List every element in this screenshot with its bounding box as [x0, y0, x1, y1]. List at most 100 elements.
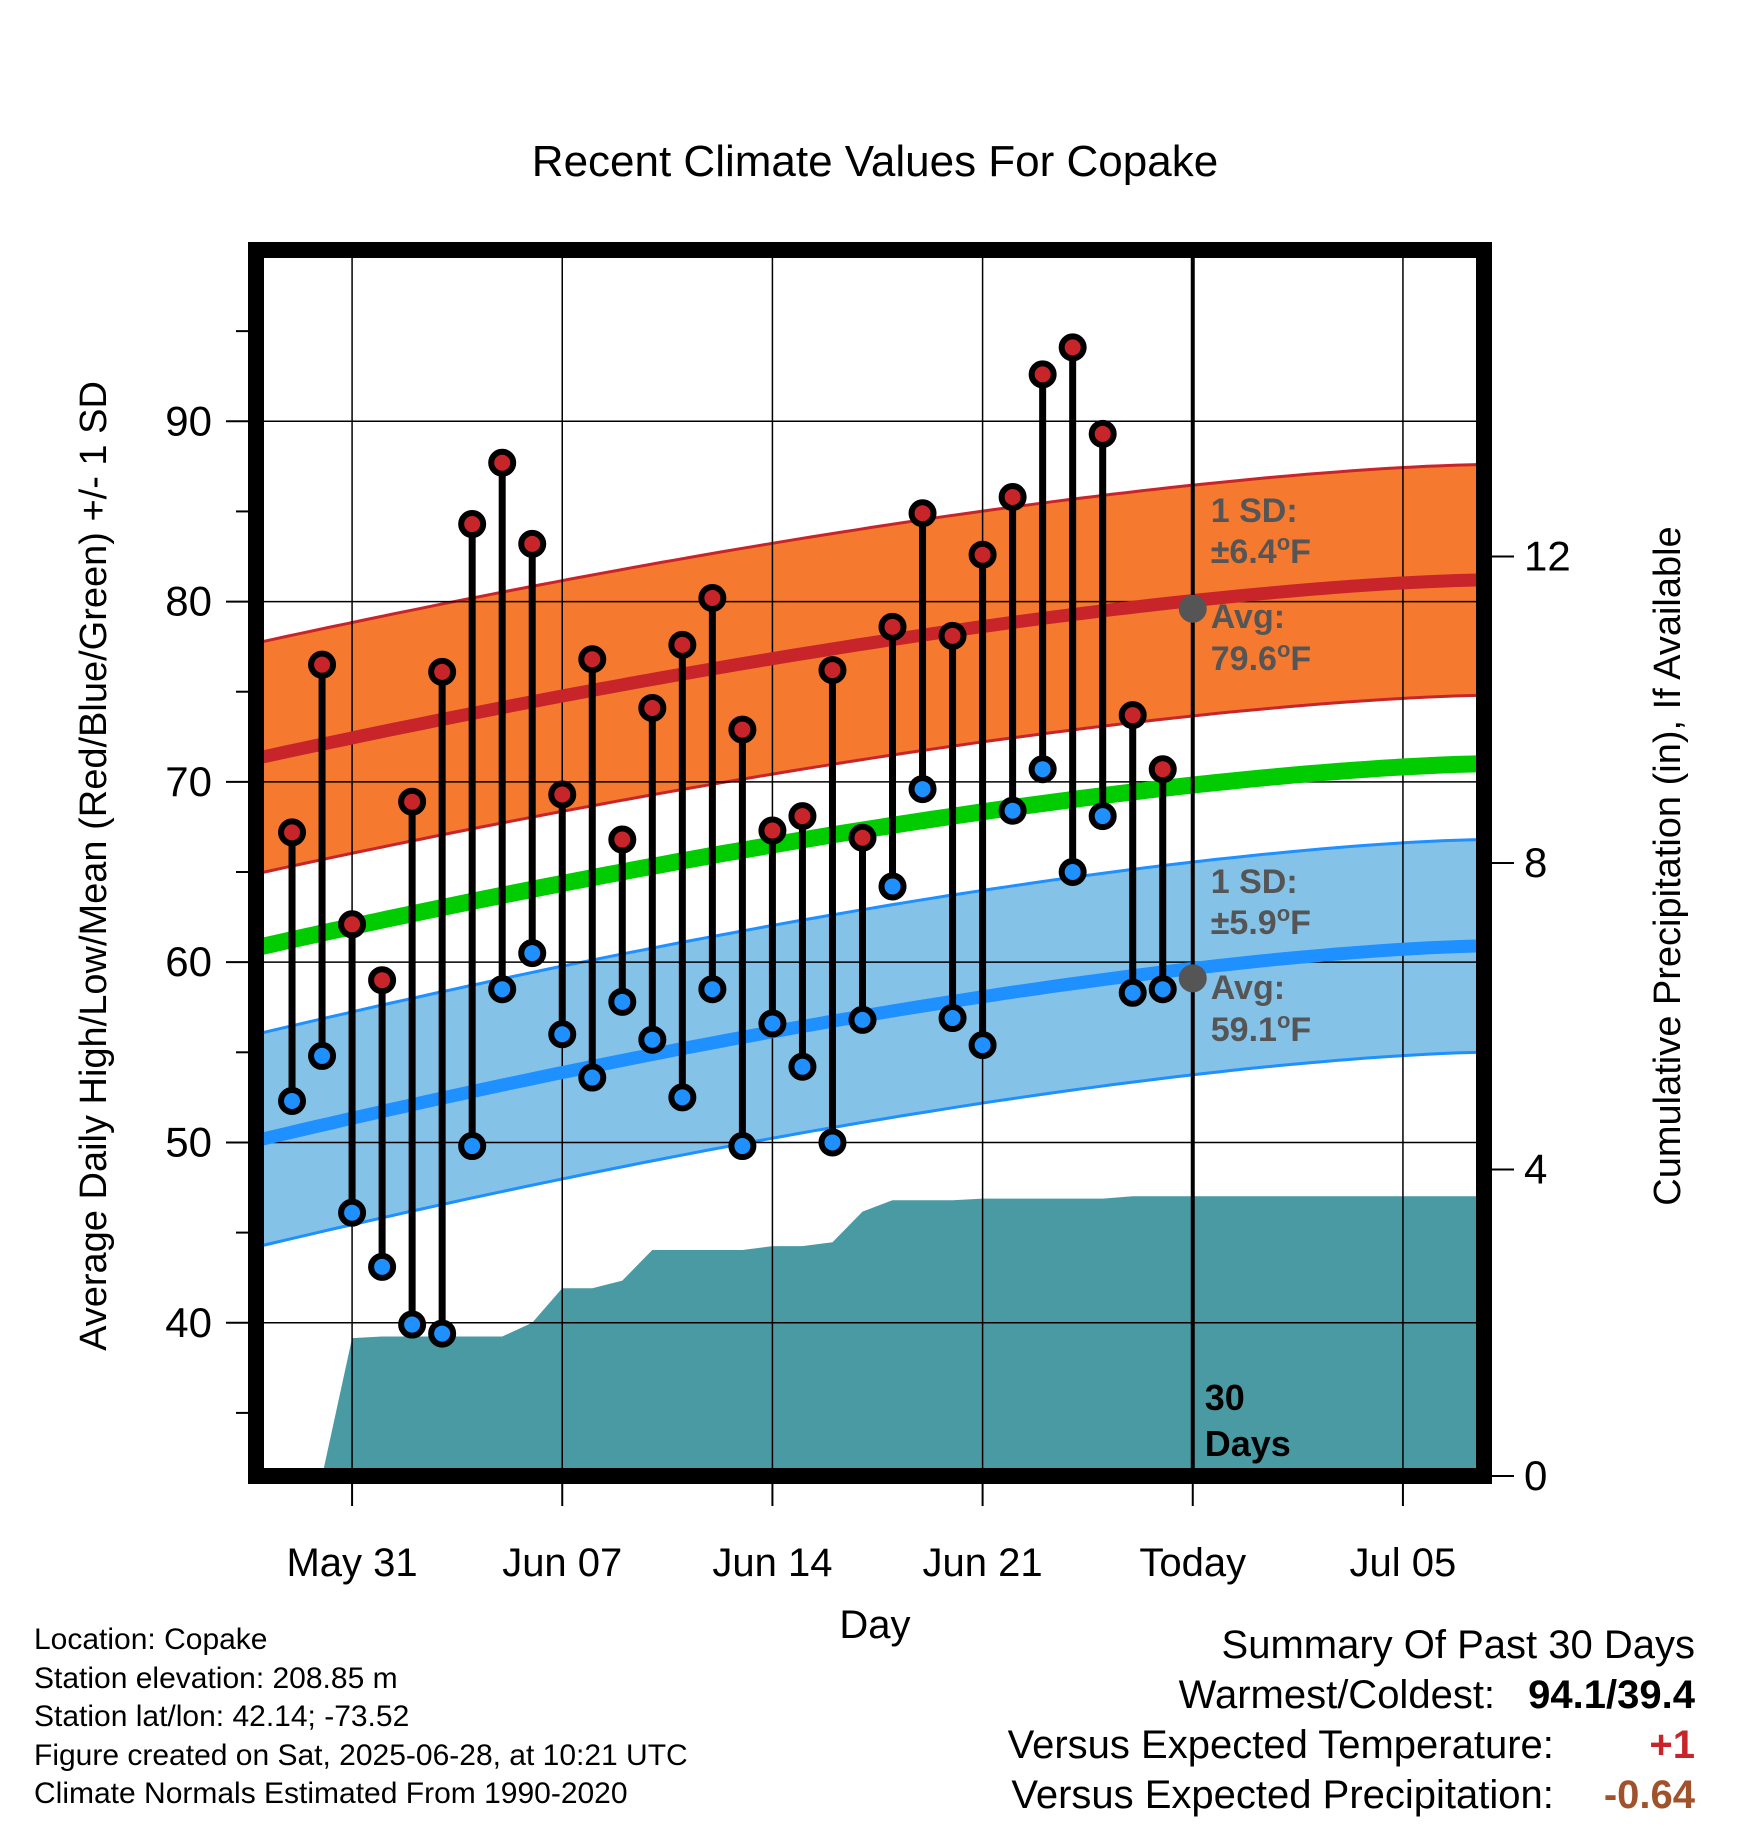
day-low-point-13 [668, 1083, 697, 1112]
info-location: Location: Copake [34, 1623, 268, 1656]
day-high-point-10 [578, 645, 607, 674]
xtick-label-4: Today [1139, 1541, 1246, 1585]
low-sd-band-lower-edge [255, 1050, 1485, 1249]
ytick-label-70: 70 [165, 758, 212, 805]
day-high-point-0 [278, 818, 307, 847]
y2tick-label-0: 0 [1524, 1452, 1547, 1499]
day-low-point-2 [338, 1198, 367, 1227]
day-low-point-17 [788, 1052, 817, 1081]
day-low-point-9 [548, 1020, 577, 1049]
day-high-point-8 [518, 529, 547, 558]
today-layer [1178, 250, 1207, 1476]
x-axis-label: Day [839, 1603, 910, 1647]
day-high-point-29 [1148, 755, 1177, 784]
day-high-point-28 [1118, 701, 1147, 730]
info-elevation: Station elevation: 208.85 m [34, 1661, 398, 1695]
day-low-point-1 [308, 1041, 337, 1070]
day-low-point-11 [608, 987, 637, 1016]
day-high-point-25 [1028, 360, 1057, 389]
summary-precip-value: -0.64 [1603, 1773, 1695, 1817]
today-days-label: 30 Days [1205, 1377, 1291, 1464]
day-high-point-16 [758, 816, 787, 845]
day-low-point-19 [848, 1005, 877, 1034]
today-high-avg-marker [1178, 594, 1207, 623]
info-created: Figure created on Sat, 2025-06-28, at 10… [34, 1738, 688, 1772]
day-low-point-16 [758, 1009, 787, 1038]
day-high-point-23 [968, 540, 997, 569]
day-low-point-7 [488, 975, 517, 1004]
day-high-point-2 [338, 910, 367, 939]
high-sd-band [256, 464, 1484, 874]
high-sd-band-upper-edge [255, 463, 1485, 645]
day-low-point-22 [938, 1004, 967, 1033]
ytick-label-80: 80 [165, 578, 212, 625]
axes-layer [226, 242, 1514, 1506]
xtick-label-3: Jun 21 [923, 1541, 1043, 1585]
day-low-point-29 [1148, 975, 1177, 1004]
day-low-point-24 [998, 796, 1027, 825]
day-high-point-27 [1088, 419, 1117, 448]
day-high-point-12 [638, 693, 667, 722]
low-avg-value: 59.1oF [1211, 1008, 1311, 1049]
day-high-point-19 [848, 823, 877, 852]
summary-title: Summary Of Past 30 Days [1221, 1623, 1695, 1667]
xtick-label-5: Jul 05 [1350, 1541, 1457, 1585]
day-low-point-8 [518, 939, 547, 968]
day-low-point-18 [818, 1128, 847, 1157]
high-avg-value: 79.6oF [1211, 637, 1311, 678]
today-low-avg-marker [1178, 964, 1207, 993]
day-low-point-4 [398, 1310, 427, 1339]
info-normals: Climate Normals Estimated From 1990-2020 [34, 1777, 628, 1810]
daily-bars-layer [278, 333, 1177, 1348]
high-sd-label: 1 SD: [1211, 492, 1298, 530]
day-low-point-21 [908, 775, 937, 804]
day-high-point-18 [818, 656, 847, 685]
day-low-point-3 [368, 1252, 397, 1281]
low-sd-value: ±5.9oF [1211, 901, 1311, 942]
day-high-point-1 [308, 650, 337, 679]
chart-title: Recent Climate Values For Copake [532, 137, 1218, 186]
day-low-point-25 [1028, 755, 1057, 784]
day-high-point-9 [548, 780, 577, 809]
ytick-label-50: 50 [165, 1118, 212, 1165]
text-layer: Recent Climate Values For Copake40506070… [73, 137, 1689, 1647]
grid-layer [256, 250, 1484, 1476]
band-layer [255, 463, 1485, 1249]
low-sd-band-upper-edge [255, 838, 1485, 1036]
high-sd-value: ±6.4oF [1211, 530, 1311, 571]
day-high-point-7 [488, 448, 517, 477]
day-high-point-15 [728, 715, 757, 744]
day-high-point-24 [998, 483, 1027, 512]
ytick-label-90: 90 [165, 397, 212, 444]
high-sd-band-lower-edge [255, 693, 1485, 876]
station-info: Location: Copake Station elevation: 208.… [34, 1621, 688, 1814]
summary-temp-label: Versus Expected Temperature: [1007, 1723, 1554, 1767]
day-high-point-4 [398, 787, 427, 816]
day-low-point-20 [878, 872, 907, 901]
high-avg-label: Avg: [1211, 598, 1285, 636]
summary-temp-value: +1 [1649, 1723, 1695, 1767]
low-sd-label: 1 SD: [1211, 863, 1298, 901]
summary-precip-label: Versus Expected Precipitation: [1011, 1773, 1554, 1817]
day-low-point-0 [278, 1086, 307, 1115]
day-high-point-22 [938, 621, 967, 650]
summary-warmest-label: Warmest/Coldest: [1178, 1673, 1496, 1717]
ytick-label-40: 40 [165, 1299, 212, 1346]
y2tick-label-12: 12 [1524, 533, 1571, 580]
day-high-point-14 [698, 583, 727, 612]
day-high-point-17 [788, 802, 817, 831]
day-low-point-28 [1118, 978, 1147, 1007]
summary-warmest-row: Warmest/Coldest: 94.1/39.4 [1008, 1670, 1695, 1720]
xtick-label-0: May 31 [286, 1541, 417, 1585]
day-low-point-6 [458, 1132, 487, 1161]
day-low-point-23 [968, 1031, 997, 1060]
day-high-point-20 [878, 612, 907, 641]
day-low-point-26 [1058, 858, 1087, 887]
day-low-point-14 [698, 975, 727, 1004]
low-sd-band [256, 839, 1484, 1247]
low-avg-label: Avg: [1211, 969, 1285, 1007]
day-high-point-11 [608, 825, 637, 854]
day-high-point-3 [368, 966, 397, 995]
